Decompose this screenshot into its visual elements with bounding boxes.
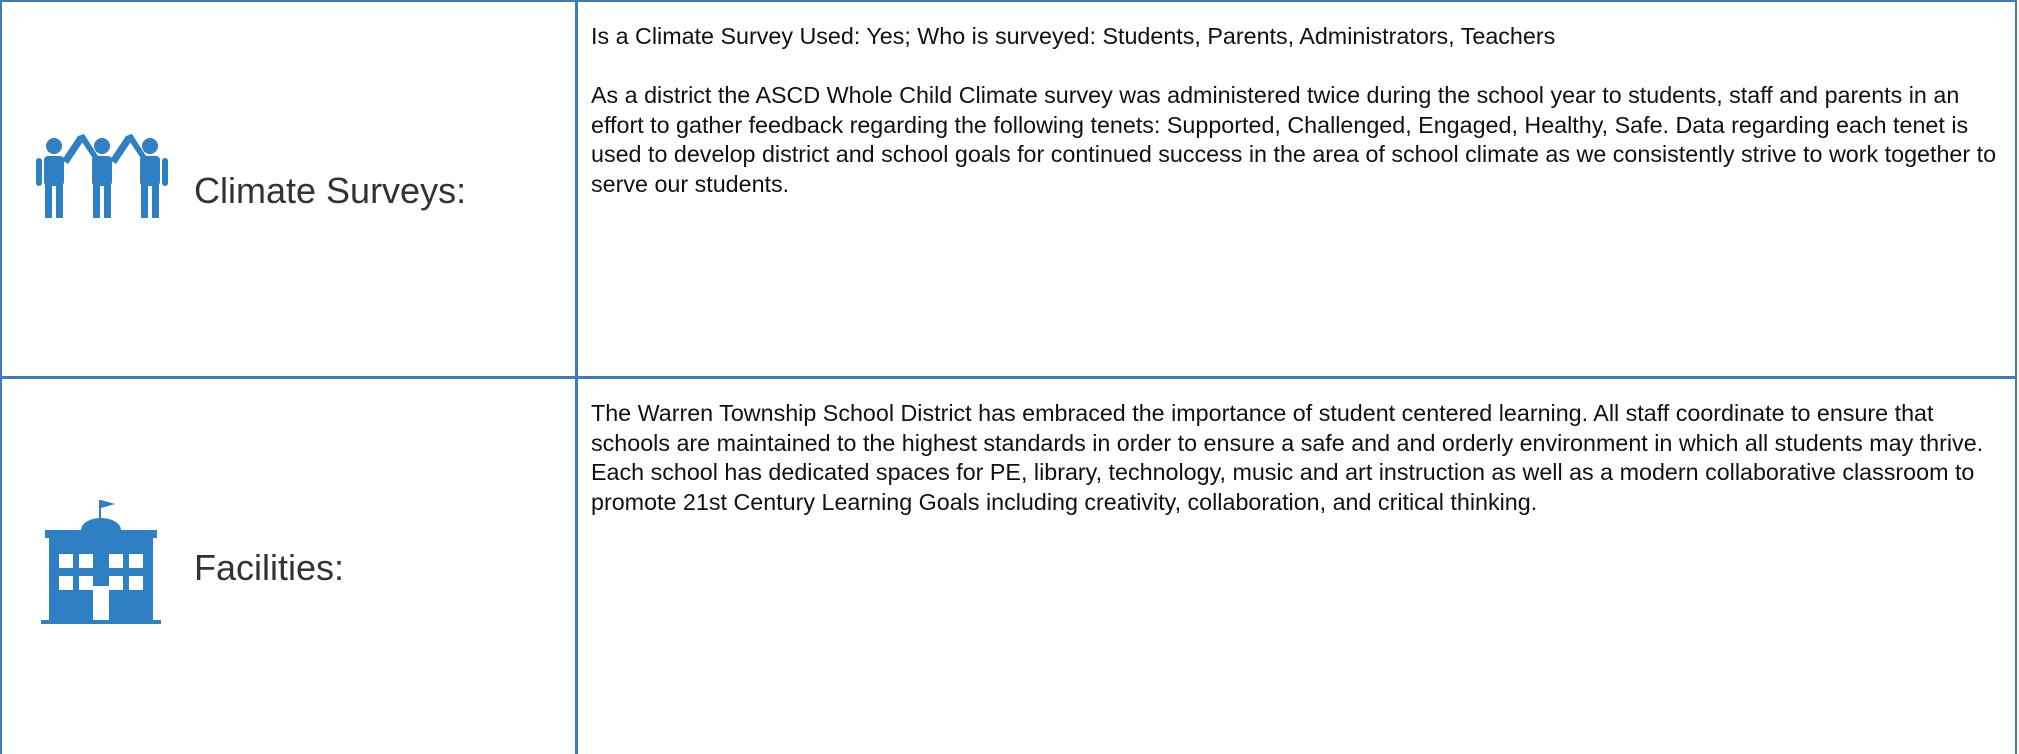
paragraph: Is a Climate Survey Used: Yes; Who is su… <box>591 23 1556 49</box>
row-label: Climate Surveys: <box>194 170 467 211</box>
label-cell: Climate Surveys: <box>2 2 578 376</box>
people-icon <box>36 134 168 218</box>
row-label: Facilities: <box>194 547 345 588</box>
content-cell: Is a Climate Survey Used: Yes; Who is su… <box>591 22 1997 229</box>
table-row: Facilities: The Warren Township School D… <box>2 379 2015 754</box>
school-icon <box>41 500 161 624</box>
label-cell: Facilities: <box>2 379 578 754</box>
paragraph: The Warren Township School District has … <box>591 400 1984 515</box>
table-row: Climate Surveys: Is a Climate Survey Use… <box>2 2 2015 379</box>
content-cell: The Warren Township School District has … <box>591 399 1997 547</box>
paragraph: As a district the ASCD Whole Child Clima… <box>591 82 1997 197</box>
